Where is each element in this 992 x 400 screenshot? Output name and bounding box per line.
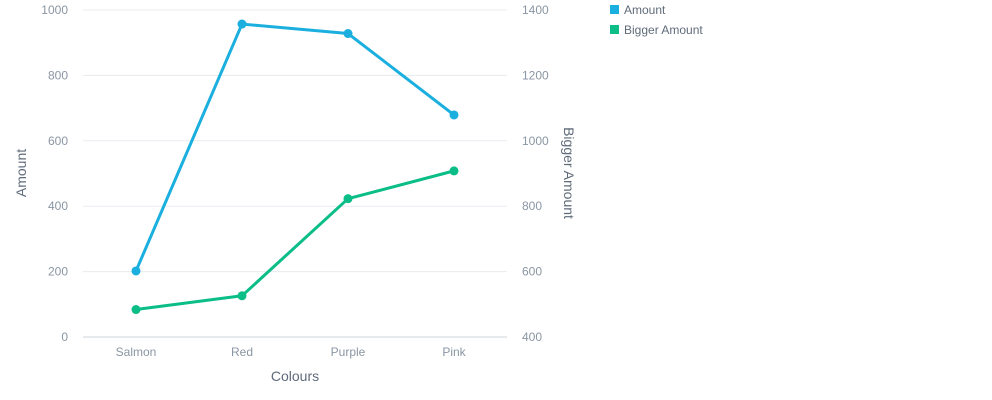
data-point-bigger-amount	[449, 166, 459, 176]
legend-swatch-amount	[610, 5, 619, 14]
y-tick-label: 0	[61, 330, 68, 344]
x-tick-label: Salmon	[116, 345, 157, 359]
y2-tick-label: 1200	[522, 68, 549, 82]
y2-tick-label: 400	[522, 330, 542, 344]
grid	[83, 9, 507, 273]
data-point-amount	[131, 266, 141, 276]
y-tick-label: 1000	[41, 3, 68, 17]
legend: Amount Bigger Amount	[610, 3, 703, 37]
data-point-amount	[343, 29, 353, 39]
y-tick-label: 600	[48, 134, 68, 148]
data-point-bigger-amount	[237, 291, 247, 301]
series-line-amount	[134, 22, 456, 273]
y2-tick-label: 1000	[522, 134, 549, 148]
series	[131, 19, 459, 315]
y2-tick-label: 600	[522, 265, 542, 279]
y-tick-label: 200	[48, 265, 68, 279]
y2-tick-label: 800	[522, 199, 542, 213]
x-tick-label: Red	[231, 345, 253, 359]
data-point-bigger-amount	[131, 305, 141, 315]
legend-label-amount: Amount	[624, 3, 666, 17]
x-axis-title: Colours	[271, 368, 319, 384]
x-tick-label: Pink	[442, 345, 466, 359]
legend-label-bigger-amount: Bigger Amount	[624, 23, 703, 37]
y2-axis-title: Bigger Amount	[561, 127, 577, 219]
data-point-amount	[449, 110, 459, 120]
series-amount	[131, 19, 459, 276]
y2-tick-label: 1400	[522, 3, 549, 17]
data-point-bigger-amount	[343, 194, 353, 204]
legend-swatch-bigger-amount	[610, 25, 619, 34]
series-bigger-amount	[131, 166, 459, 315]
series-line-bigger-amount	[134, 169, 456, 312]
data-point-amount	[237, 19, 247, 29]
y-tick-label: 800	[48, 68, 68, 82]
axes: 0 200 400 600 800 1000 400 600 800 1000 1200 1400 Sa…	[41, 3, 549, 359]
x-tick-label: Purple	[331, 345, 366, 359]
y-axis-title: Amount	[13, 149, 29, 197]
y-tick-label: 400	[48, 199, 68, 213]
